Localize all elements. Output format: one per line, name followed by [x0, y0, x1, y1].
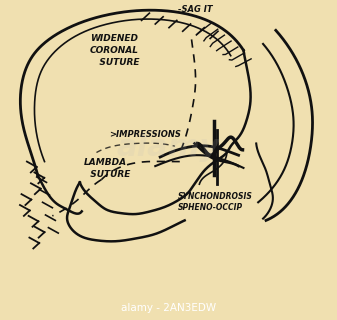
Text: >IMPRESSIONS: >IMPRESSIONS: [109, 130, 181, 139]
Text: LAMBDA
  SUTURE: LAMBDA SUTURE: [84, 158, 130, 179]
Text: -SAG IT: -SAG IT: [178, 5, 212, 14]
Text: alamy: alamy: [116, 133, 220, 163]
Text: SYNCHONDROSIS
SPHENO-OCCIP: SYNCHONDROSIS SPHENO-OCCIP: [178, 192, 253, 212]
Text: alamy - 2AN3EDW: alamy - 2AN3EDW: [121, 303, 216, 313]
Text: WIDENED
CORONAL
   SUTURE: WIDENED CORONAL SUTURE: [90, 34, 139, 67]
